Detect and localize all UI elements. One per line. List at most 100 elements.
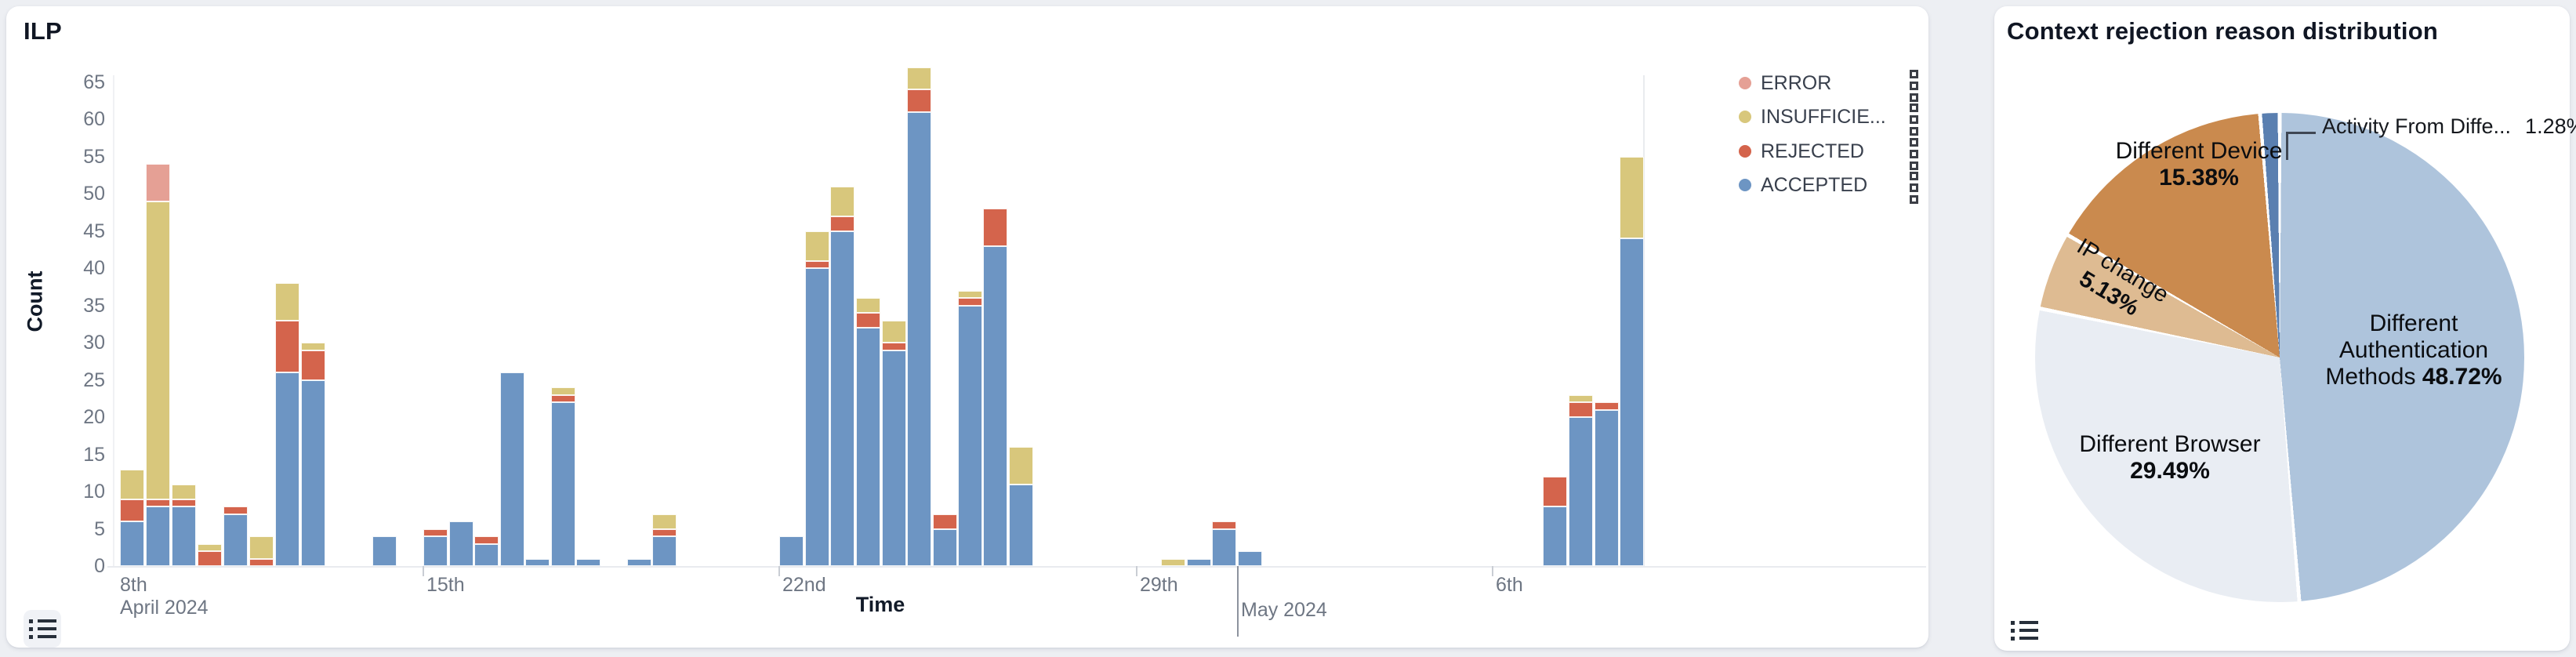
legend-dot-icon <box>1739 145 1751 158</box>
bar-segment-rejected <box>1543 477 1567 506</box>
bar-segment-rejected <box>474 536 499 544</box>
bar[interactable] <box>958 290 982 566</box>
bar[interactable] <box>882 320 906 566</box>
bar[interactable] <box>301 343 325 566</box>
bar[interactable] <box>1595 402 1619 566</box>
x-tick-mark <box>1136 566 1137 576</box>
pie-label-pct: 15.38% <box>2159 165 2239 191</box>
bar[interactable] <box>1161 558 1185 566</box>
bar[interactable] <box>525 558 550 566</box>
bar-segment-rejected <box>223 506 248 514</box>
bar[interactable] <box>1009 447 1033 566</box>
bar[interactable] <box>474 536 499 566</box>
y-tick-label: 65 <box>83 71 105 93</box>
y-tick-label: 5 <box>94 517 105 540</box>
bar[interactable] <box>830 186 854 566</box>
bar[interactable] <box>551 387 575 566</box>
pie-panel: Context rejection reason distribution Di… <box>1994 6 2576 651</box>
pie-label-pct: 48.72% <box>2422 364 2502 390</box>
bar-segment-rejected <box>423 528 448 536</box>
bar[interactable] <box>933 514 957 566</box>
bar-segment-insufficient <box>805 230 829 261</box>
bar[interactable] <box>627 558 651 566</box>
callout-leader-line <box>2286 132 2316 134</box>
legend-label: ERROR <box>1761 71 1832 94</box>
bar-segment-insufficient <box>172 484 196 499</box>
bar-segment-rejected <box>882 343 906 350</box>
pie-label-different-authentication-methods: Different Authentication Methods 48.72% <box>2304 310 2523 390</box>
bar-segment-rejected <box>249 558 274 566</box>
bar-segment-insufficient <box>275 283 299 321</box>
bar[interactable] <box>856 298 880 566</box>
bar[interactable] <box>120 469 144 566</box>
x-tick-label: 22nd <box>782 574 826 596</box>
bar-segment-insufficient <box>1161 558 1185 566</box>
bar[interactable] <box>576 558 600 566</box>
bar-segment-insufficient <box>830 186 854 216</box>
bar-segment-accepted <box>1009 484 1033 566</box>
bar[interactable] <box>652 514 677 566</box>
bar[interactable] <box>1187 558 1211 566</box>
toggle-data-table-button[interactable] <box>24 610 61 648</box>
y-axis-line <box>113 75 114 566</box>
bar[interactable] <box>1238 551 1262 566</box>
pie-chart[interactable] <box>2035 113 2524 602</box>
bar[interactable] <box>423 528 448 566</box>
bar-segment-rejected <box>856 313 880 328</box>
bar-segment-rejected <box>275 320 299 372</box>
legend-item-rejected[interactable]: REJECTED <box>1739 137 1864 165</box>
bar-segment-insufficient <box>551 387 575 395</box>
bar[interactable] <box>805 230 829 566</box>
legend-item-error[interactable]: ERROR <box>1739 69 1831 97</box>
bar-segment-insufficient <box>882 320 906 343</box>
bar-segment-rejected <box>907 89 931 112</box>
bar[interactable] <box>779 536 804 566</box>
x-tick-label: 29th <box>1140 574 1178 596</box>
bar[interactable] <box>449 521 473 566</box>
list-icon <box>2010 617 2038 644</box>
bar-segment-accepted <box>500 372 524 566</box>
x-axis-line <box>107 566 1926 568</box>
legend-item-menu-icon[interactable] <box>1910 70 1919 105</box>
bar[interactable] <box>146 164 170 566</box>
ilp-panel-title: ILP <box>24 17 62 45</box>
bar[interactable] <box>198 543 222 566</box>
pie-panel-title: Context rejection reason distribution <box>2007 17 2438 45</box>
legend-item-accepted[interactable]: ACCEPTED <box>1739 171 1867 199</box>
x-tick-label: 6th <box>1496 574 1523 596</box>
legend-item-insufficie[interactable]: INSUFFICIE... <box>1739 103 1886 131</box>
bar-segment-accepted <box>525 558 550 566</box>
bar[interactable] <box>500 372 524 566</box>
bar[interactable] <box>172 484 196 566</box>
bar[interactable] <box>907 67 931 566</box>
bar[interactable] <box>1620 156 1644 566</box>
toggle-data-table-button[interactable] <box>2005 612 2043 649</box>
legend-item-menu-icon[interactable] <box>1910 103 1919 139</box>
bar[interactable] <box>1212 521 1236 566</box>
pie-label-text: Different <box>2369 310 2458 336</box>
list-icon <box>28 615 56 643</box>
legend-item-menu-icon[interactable] <box>1910 138 1919 173</box>
legend-label: INSUFFICIE... <box>1761 105 1886 128</box>
bar-segment-accepted <box>1595 409 1619 566</box>
legend-item-menu-icon[interactable] <box>1910 172 1919 207</box>
bar-segment-rejected <box>146 499 170 506</box>
bar[interactable] <box>249 536 274 566</box>
bar[interactable] <box>1569 394 1593 566</box>
bar[interactable] <box>1543 477 1567 566</box>
bar-segment-accepted <box>551 402 575 566</box>
bar-segment-insufficient <box>958 290 982 298</box>
bar-segment-rejected <box>301 350 325 380</box>
bar-segment-insufficient <box>907 67 931 89</box>
bar-segment-accepted <box>423 536 448 566</box>
bar-segment-rejected <box>120 499 144 521</box>
bar[interactable] <box>983 209 1007 566</box>
bar[interactable] <box>372 536 397 566</box>
y-tick-label: 40 <box>83 257 105 279</box>
pie-label-text: Different Device <box>2115 138 2283 164</box>
bar-segment-accepted <box>223 514 248 566</box>
bar[interactable] <box>223 506 248 566</box>
bar[interactable] <box>275 283 299 566</box>
ilp-chart: Count Time 0 5 10 15 20 25 30 35 40 45 50 55 60 65 8t… <box>6 6 1928 648</box>
x-tick-mark <box>778 566 780 576</box>
